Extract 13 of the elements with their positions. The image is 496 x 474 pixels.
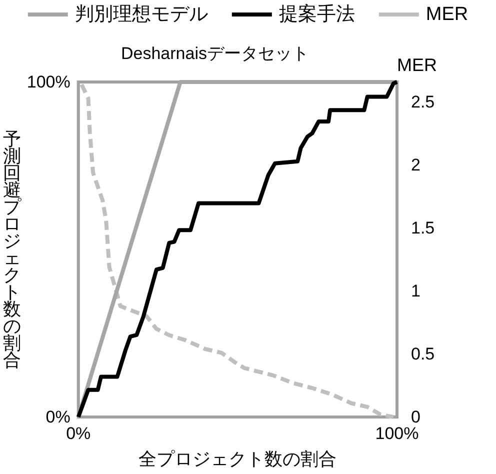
y2-tick-label: 0: [411, 408, 420, 426]
legend-label: 提案手法: [278, 3, 355, 25]
y2-tick-label: 1: [411, 282, 420, 301]
chart-title: Desharnaisデータセット: [121, 44, 309, 63]
text: 予測回避プロジェクト数の割合: [3, 129, 21, 370]
legend-label: MER: [426, 4, 468, 25]
y2-axis-title: MER: [397, 55, 437, 75]
y2-tick-label: 2: [411, 156, 420, 175]
x-axis-title: 全プロジェクト数の割合: [138, 449, 337, 469]
y2-tick-label: 1.5: [411, 218, 435, 238]
legend-label: 判別理想モデル: [74, 4, 208, 25]
y2-tick-label: 0.5: [411, 344, 435, 364]
y2-tick-label: 2.5: [411, 92, 435, 112]
